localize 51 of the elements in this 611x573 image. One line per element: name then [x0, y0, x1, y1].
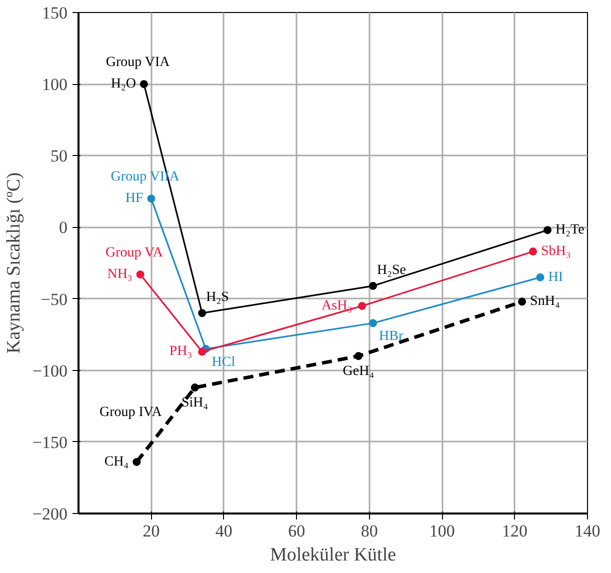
x-tick-label: 80 — [360, 522, 378, 540]
annotation: HF — [125, 191, 144, 206]
point — [147, 194, 156, 203]
y-tick-label: 50 — [50, 146, 68, 166]
y-tick-label: −100 — [32, 361, 68, 380]
annotation: H₂O — [110, 76, 136, 92]
y-tick-label: −200 — [32, 504, 68, 524]
series-label: Group VIA — [106, 55, 171, 70]
annotation: GeH₄ — [342, 364, 374, 380]
x-tick-label: 140 — [574, 522, 600, 540]
x-tick-label: 60 — [288, 522, 306, 540]
series-label: Group IVA — [99, 404, 163, 420]
point — [132, 458, 141, 466]
annotation: H₂Te — [556, 222, 584, 238]
point — [544, 226, 552, 234]
point — [528, 248, 537, 256]
annotation: HI — [548, 270, 564, 285]
y-tick-label: −150 — [32, 432, 68, 452]
point — [536, 273, 544, 282]
annotation: AsH₃ — [322, 298, 352, 314]
annotation: CH₄ — [104, 454, 129, 470]
annotation: PH₃ — [169, 344, 192, 360]
x-tick-label: 20 — [142, 522, 160, 540]
point — [368, 282, 377, 290]
annotation: SnH₄ — [530, 294, 560, 310]
annotation: NH₃ — [107, 266, 132, 282]
y-tick-label: 0 — [59, 218, 68, 238]
annotation: H₂Se — [376, 262, 406, 278]
point — [368, 319, 377, 328]
annotation: SbH₃ — [540, 244, 571, 260]
point — [518, 298, 526, 306]
series-label: Group VA — [105, 245, 164, 260]
y-axis-title: Kaynama Sıcaklığı (ºC) — [3, 172, 24, 354]
x-tick-label: 100 — [429, 522, 455, 540]
point — [358, 302, 366, 310]
x-axis-title: Moleküler Kütle — [270, 544, 396, 566]
point — [136, 270, 144, 278]
point — [190, 384, 199, 392]
y-tick-label: 150 — [42, 4, 68, 22]
point — [354, 352, 362, 360]
annotation: HCl — [212, 354, 236, 370]
annotation: H₂S — [206, 290, 229, 306]
point — [140, 80, 148, 88]
annotation: HBr — [378, 329, 404, 344]
point — [198, 348, 206, 356]
x-tick-label: 40 — [215, 522, 232, 540]
annotation: SiH₄ — [182, 396, 208, 411]
point — [198, 309, 206, 318]
y-tick-label: −50 — [40, 290, 68, 309]
x-tick-label: 120 — [502, 522, 528, 540]
y-tick-label: 100 — [42, 75, 68, 94]
